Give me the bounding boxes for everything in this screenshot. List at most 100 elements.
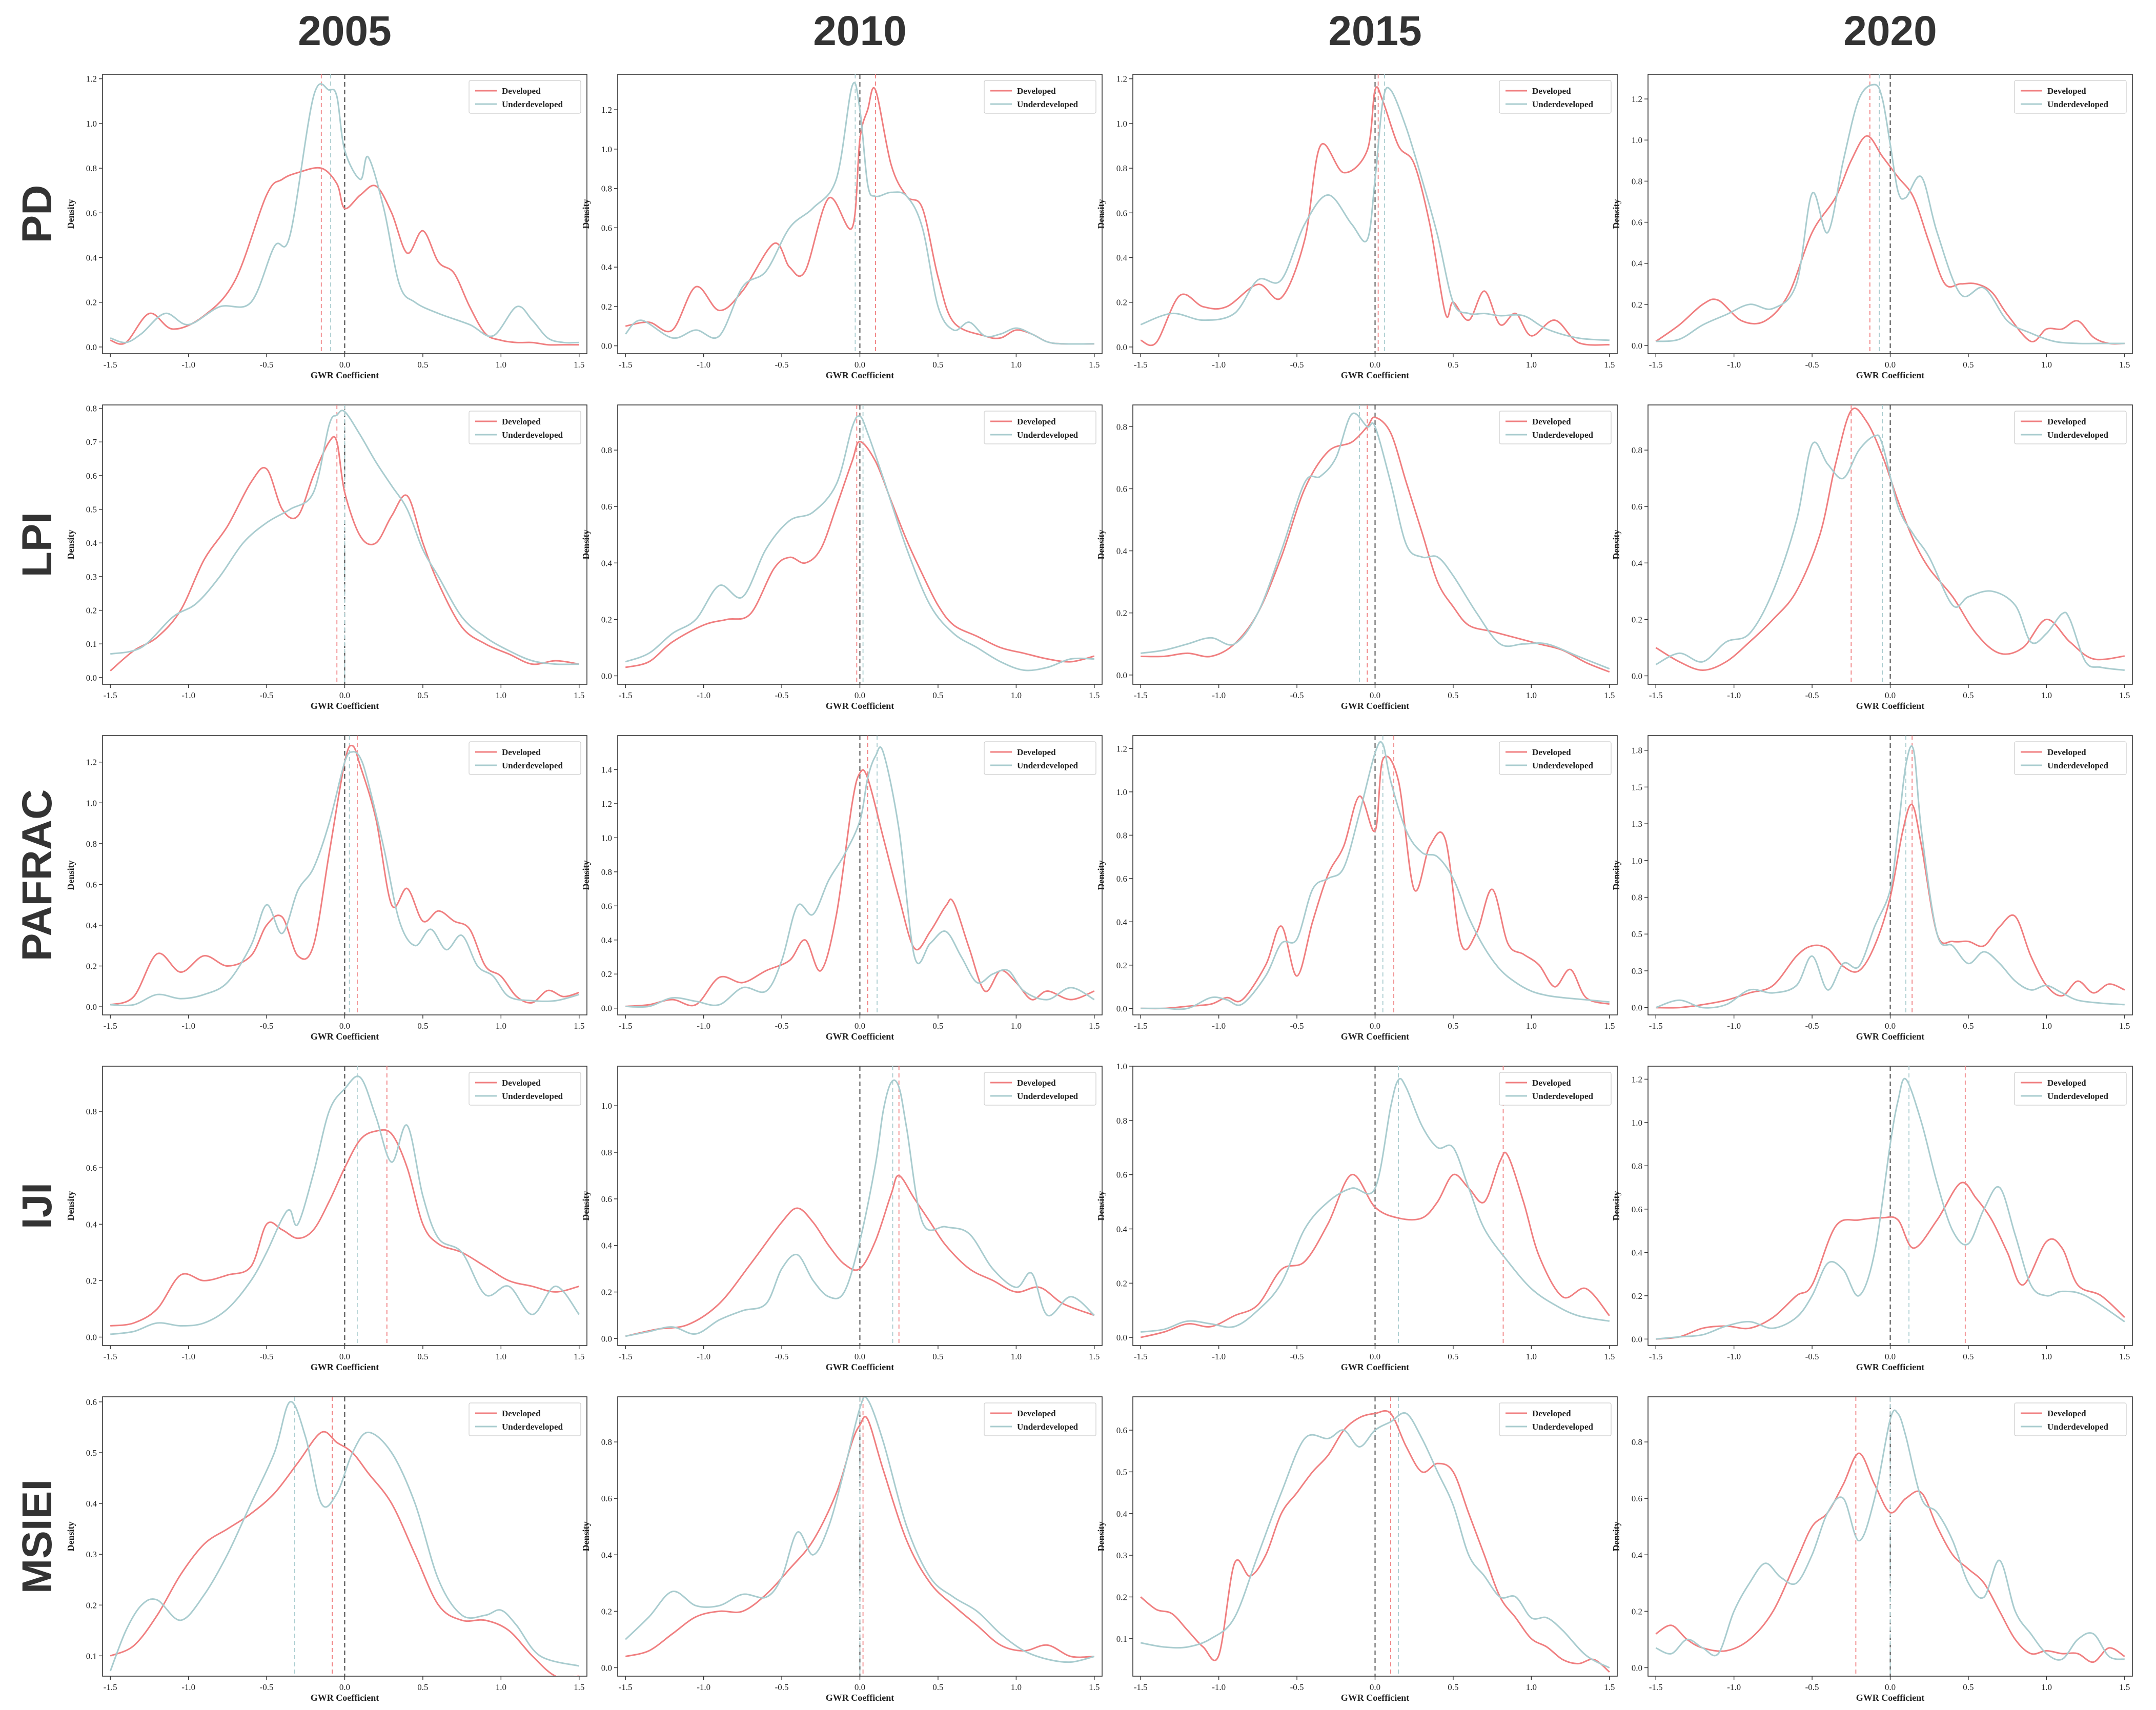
plot-area	[1141, 405, 1610, 684]
legend-box	[1499, 1072, 1612, 1106]
y-tick-label: 0.1	[86, 1651, 97, 1661]
x-tick-label: 1.0	[1011, 1682, 1022, 1692]
developed-curve	[1140, 1410, 1610, 1673]
legend-underdeveloped-label: Underdeveloped	[2047, 430, 2109, 440]
x-tick-label: 0.5	[932, 1352, 943, 1361]
y-tick-label: 0.4	[86, 921, 97, 930]
legend: Developed Underdeveloped	[984, 1072, 1096, 1106]
y-tick-label: 0.8	[1116, 422, 1127, 432]
x-tick-label: -0.5	[775, 360, 789, 370]
x-tick-label: -1.0	[181, 1021, 195, 1031]
x-tick-label: -0.5	[1290, 1352, 1304, 1361]
legend-developed-label: Developed	[502, 747, 541, 757]
y-tick-label: 0.4	[86, 253, 97, 263]
y-axis-label: Density	[1096, 861, 1106, 890]
plot-area	[1655, 74, 2125, 354]
y-tick-label: 1.8	[1632, 746, 1642, 756]
y-tick-label: 0.4	[601, 1550, 613, 1560]
y-tick-label: 1.2	[1632, 94, 1642, 104]
legend-box	[469, 1402, 581, 1436]
y-tick-label: 0.0	[1632, 1663, 1642, 1673]
legend-underdeveloped-label: Underdeveloped	[502, 430, 563, 440]
y-tick-label: 0.6	[601, 1194, 612, 1204]
x-tick-label: 1.0	[1011, 360, 1022, 370]
x-tick-label: -0.5	[260, 1682, 274, 1692]
x-axis-label: GWR Coefficient	[826, 1031, 894, 1042]
x-tick-label: 1.5	[574, 1352, 584, 1361]
x-tick-label: 0.0	[1370, 360, 1380, 370]
x-tick-label: 0.0	[339, 1021, 350, 1031]
x-tick-label: 0.5	[1448, 360, 1458, 370]
y-tick-label: 0.0	[1116, 1333, 1127, 1342]
y-tick-label: 0.3	[86, 1550, 97, 1559]
x-tick-label: -1.0	[1212, 1682, 1226, 1692]
y-tick-label: 0.2	[86, 298, 97, 308]
legend-underdeveloped-label: Underdeveloped	[502, 761, 563, 770]
x-tick-label: -0.5	[1805, 690, 1819, 700]
y-tick-label: 0.2	[1632, 615, 1642, 624]
x-tick-label: -1.0	[697, 1682, 710, 1692]
x-tick-label: -1.5	[1134, 1352, 1148, 1361]
metric-title: MSIEI	[14, 1479, 60, 1594]
x-tick-label: 0.5	[417, 1682, 428, 1692]
y-tick-label: 0.4	[86, 538, 97, 548]
legend: Developed Underdeveloped	[1499, 1402, 1612, 1436]
y-tick-label: 0.6	[601, 901, 612, 911]
y-tick-label: 0.6	[1632, 1494, 1642, 1503]
legend-developed-label: Developed	[2047, 417, 2086, 426]
y-tick-label: 0.6	[1116, 484, 1127, 494]
x-tick-label: 0.0	[855, 690, 865, 700]
developed-curve	[1655, 1452, 2125, 1663]
x-tick-label: -1.0	[1212, 1352, 1226, 1361]
x-tick-label: 1.5	[1089, 360, 1100, 370]
x-tick-label: -1.0	[181, 1352, 195, 1361]
x-tick-label: 1.5	[2119, 690, 2130, 700]
y-tick-label: 0.4	[1632, 558, 1643, 568]
chart-panel: -1.5 -1.0 -0.5 0.0 0.5 1.0 1.5 0.0 0.2 0.4 0.6 0.8 1…	[581, 74, 1103, 380]
developed-curve	[110, 1431, 579, 1676]
legend-underdeveloped-label: Underdeveloped	[1532, 1422, 1594, 1432]
x-tick-label: -1.5	[619, 1352, 633, 1361]
y-tick-label: 0.0	[1116, 342, 1127, 352]
legend: Developed Underdeveloped	[984, 741, 1096, 775]
x-tick-label: 1.0	[496, 1352, 506, 1361]
x-tick-label: -0.5	[260, 360, 274, 370]
x-tick-label: 1.5	[2119, 1021, 2130, 1031]
legend-box	[469, 411, 581, 444]
x-tick-label: -1.5	[619, 360, 633, 370]
y-tick-label: 0.6	[86, 880, 97, 889]
y-tick-label: 0.8	[601, 1437, 612, 1447]
x-tick-label: 1.0	[1011, 1021, 1022, 1031]
underdeveloped-curve	[1656, 1077, 2125, 1340]
y-axis-label: Density	[66, 1191, 76, 1221]
y-tick-label: 0.8	[1632, 445, 1642, 455]
y-tick-label: 1.0	[1116, 119, 1127, 129]
x-tick-label: 0.0	[855, 1352, 865, 1361]
x-tick-label: -0.5	[1290, 1682, 1304, 1692]
chart-panel: -1.5 -1.0 -0.5 0.0 0.5 1.0 1.5 0.0 0.2 0.4 0.6 0.8 1…	[581, 735, 1103, 1042]
y-axis-label: Density	[1611, 1191, 1621, 1221]
x-tick-label: 1.0	[496, 1021, 506, 1031]
x-tick-label: 0.0	[339, 1352, 350, 1361]
x-tick-label: -0.5	[1805, 1352, 1819, 1361]
legend-box	[2014, 1072, 2127, 1106]
y-tick-label: 0.2	[1116, 608, 1127, 618]
y-tick-label: 0.5	[1116, 1467, 1127, 1477]
legend-box	[2014, 80, 2127, 114]
legend: Developed Underdeveloped	[1499, 741, 1612, 775]
x-tick-label: 0.0	[1370, 1682, 1380, 1692]
legend: Developed Underdeveloped	[984, 411, 1096, 444]
y-tick-label: 0.8	[86, 164, 97, 173]
chart-panel: -1.5 -1.0 -0.5 0.0 0.5 1.0 1.5 0.0 0.2 0.4 0.6 0.8 1…	[1096, 1062, 1618, 1372]
y-tick-label: 1.2	[601, 105, 612, 115]
legend-developed-label: Developed	[1532, 86, 1571, 96]
year-title: 2005	[298, 8, 391, 54]
legend-developed-label: Developed	[502, 417, 541, 426]
x-tick-label: 1.5	[574, 690, 584, 700]
x-tick-label: 0.5	[1963, 1352, 1974, 1361]
x-tick-label: 1.5	[574, 1682, 584, 1692]
underdeveloped-curve	[625, 746, 1095, 1008]
y-tick-label: 0.2	[601, 969, 612, 979]
y-tick-label: 0.6	[86, 1397, 97, 1407]
y-tick-label: 0.8	[601, 445, 612, 455]
